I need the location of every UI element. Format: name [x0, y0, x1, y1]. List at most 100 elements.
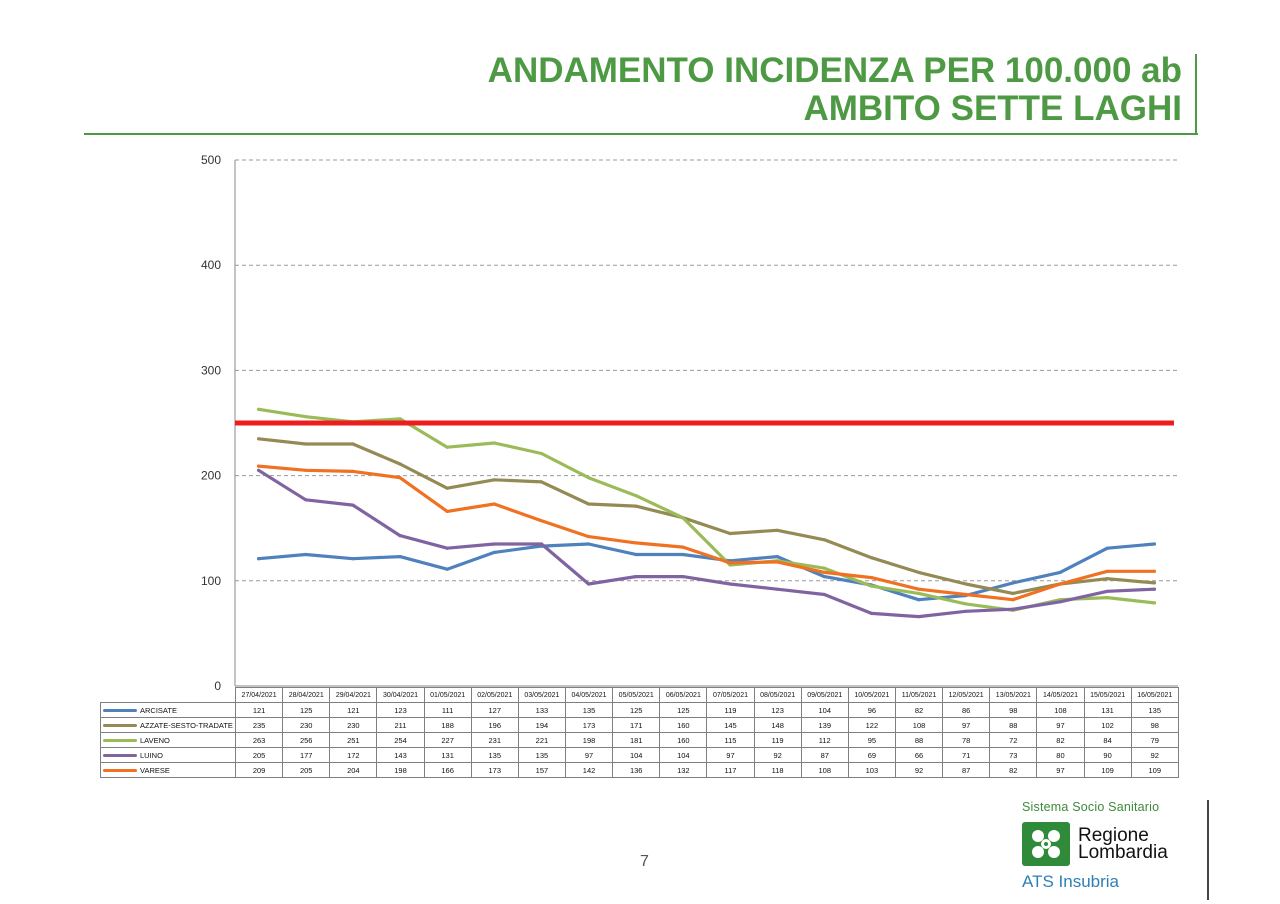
data-point-arcisate-3 — [398, 555, 402, 559]
data-point-azzate-sesto-tradate-1 — [304, 442, 308, 446]
data-label: 97 — [1036, 762, 1085, 778]
data-point-arcisate-11 — [775, 555, 779, 559]
data-label: 96 — [847, 702, 896, 718]
data-label: 135 — [470, 747, 519, 763]
data-label: 72 — [989, 732, 1038, 748]
data-label: 181 — [612, 732, 661, 748]
data-label: 139 — [800, 717, 849, 733]
data-point-arcisate-2 — [351, 557, 355, 561]
data-point-azzate-sesto-tradate-11 — [775, 528, 779, 532]
data-label: 69 — [847, 747, 896, 763]
x-tick-label: 01/05/2021 — [423, 687, 472, 703]
data-label: 131 — [1083, 702, 1132, 718]
data-label: 108 — [1036, 702, 1085, 718]
x-tick-label: 07/05/2021 — [706, 687, 755, 703]
data-label: 125 — [282, 702, 331, 718]
series-line-luino — [257, 468, 1157, 619]
logo-system-label: Sistema Socio Sanitario — [1022, 800, 1160, 814]
series-line-varese — [257, 464, 1157, 602]
data-point-laveno-18 — [1105, 596, 1109, 600]
data-point-luino-0 — [257, 468, 261, 472]
data-label: 82 — [894, 702, 944, 718]
data-label: 108 — [894, 717, 944, 733]
x-tick-label: 16/05/2021 — [1130, 687, 1179, 703]
data-point-arcisate-17 — [1058, 570, 1062, 575]
x-tick-label: 04/05/2021 — [564, 687, 614, 703]
data-point-laveno-19 — [1152, 601, 1156, 605]
table-row: ARCISATE 121 125 121 123 111 127 133 135 125 125 11… — [100, 702, 1179, 718]
table-header-row: 27/04/2021 28/04/2021 29/04/2021 30/04/2021… — [100, 687, 1179, 703]
data-point-laveno-1 — [304, 415, 308, 419]
legend-label: VARESE — [140, 765, 170, 775]
data-label: 125 — [659, 702, 708, 718]
data-label: 205 — [282, 762, 331, 778]
data-point-laveno-12 — [822, 566, 827, 570]
incidence-line-chart: 0 100 200 300 400 500 — [201, 153, 1178, 693]
data-label: 79 — [1130, 732, 1179, 748]
data-point-varese-19 — [1152, 569, 1156, 573]
data-label: 82 — [1036, 732, 1085, 748]
data-label: 211 — [376, 717, 425, 733]
title-line-1: ANDAMENTO INCIDENZA PER 100.000 ab — [487, 51, 1182, 90]
data-label: 230 — [329, 717, 378, 733]
data-label: 82 — [989, 762, 1038, 778]
data-point-azzate-sesto-tradate-0 — [257, 437, 261, 441]
data-point-varese-5 — [492, 502, 496, 506]
data-point-azzate-sesto-tradate-5 — [492, 478, 496, 482]
data-point-azzate-sesto-tradate-8 — [634, 504, 638, 508]
ats-insubria-logo: Sistema Socio Sanitario Regione Lombardi… — [1022, 800, 1197, 892]
y-tick-label-0: 0 — [214, 679, 221, 693]
data-label: 227 — [423, 732, 472, 748]
data-point-varese-2 — [351, 469, 355, 473]
data-label: 104 — [800, 702, 849, 718]
data-label: 132 — [659, 762, 708, 778]
data-label: 80 — [1036, 747, 1085, 763]
data-label: 166 — [423, 762, 472, 778]
data-label: 121 — [329, 702, 378, 718]
legend-key — [103, 739, 137, 743]
data-label: 84 — [1083, 732, 1132, 748]
lombardy-rose-icon — [1022, 822, 1070, 866]
data-label: 92 — [753, 747, 802, 763]
data-point-varese-16 — [1011, 598, 1015, 602]
data-point-laveno-6 — [539, 451, 544, 456]
data-point-luino-2 — [351, 503, 355, 507]
x-tick-label: 28/04/2021 — [282, 687, 331, 703]
data-label: 196 — [470, 717, 519, 733]
data-label: 88 — [894, 732, 944, 748]
data-point-arcisate-16 — [1011, 581, 1015, 585]
y-tick-label-100: 100 — [201, 574, 221, 588]
data-label: 111 — [423, 702, 472, 718]
data-label: 109 — [1130, 762, 1179, 778]
data-point-luino-14 — [917, 615, 921, 619]
chart-data-table: 27/04/2021 28/04/2021 29/04/2021 30/04/2021… — [100, 687, 1179, 778]
legend-entry: ARCISATE — [100, 702, 236, 718]
legend-entry: AZZATE-SESTO-TRADATE — [100, 717, 236, 733]
data-label: 115 — [706, 732, 755, 748]
data-point-luino-6 — [539, 542, 544, 546]
x-tick-label: 10/05/2021 — [847, 687, 896, 703]
x-tick-label: 06/05/2021 — [659, 687, 708, 703]
data-label: 86 — [942, 702, 991, 718]
data-label: 87 — [800, 747, 849, 763]
legend-label: ARCISATE — [140, 705, 177, 715]
data-label: 251 — [329, 732, 378, 748]
x-tick-label: 12/05/2021 — [942, 687, 991, 703]
data-label: 194 — [517, 717, 566, 733]
data-label: 198 — [564, 732, 614, 748]
data-label: 108 — [800, 762, 849, 778]
legend-entry: LAVENO — [100, 732, 236, 748]
page-number: 7 — [640, 853, 649, 870]
x-tick-label: 27/04/2021 — [234, 687, 284, 703]
data-label: 104 — [612, 747, 661, 763]
logo-name-line-1: Regione — [1078, 825, 1149, 846]
data-point-varese-4 — [445, 509, 449, 513]
data-label: 173 — [470, 762, 519, 778]
data-point-azzate-sesto-tradate-10 — [728, 531, 732, 536]
logo-name-line-2: Lombardia — [1078, 842, 1168, 863]
data-label: 125 — [612, 702, 661, 718]
data-label: 97 — [942, 717, 991, 733]
data-label: 95 — [847, 732, 896, 748]
data-point-luino-11 — [775, 587, 779, 591]
data-label: 66 — [894, 747, 944, 763]
